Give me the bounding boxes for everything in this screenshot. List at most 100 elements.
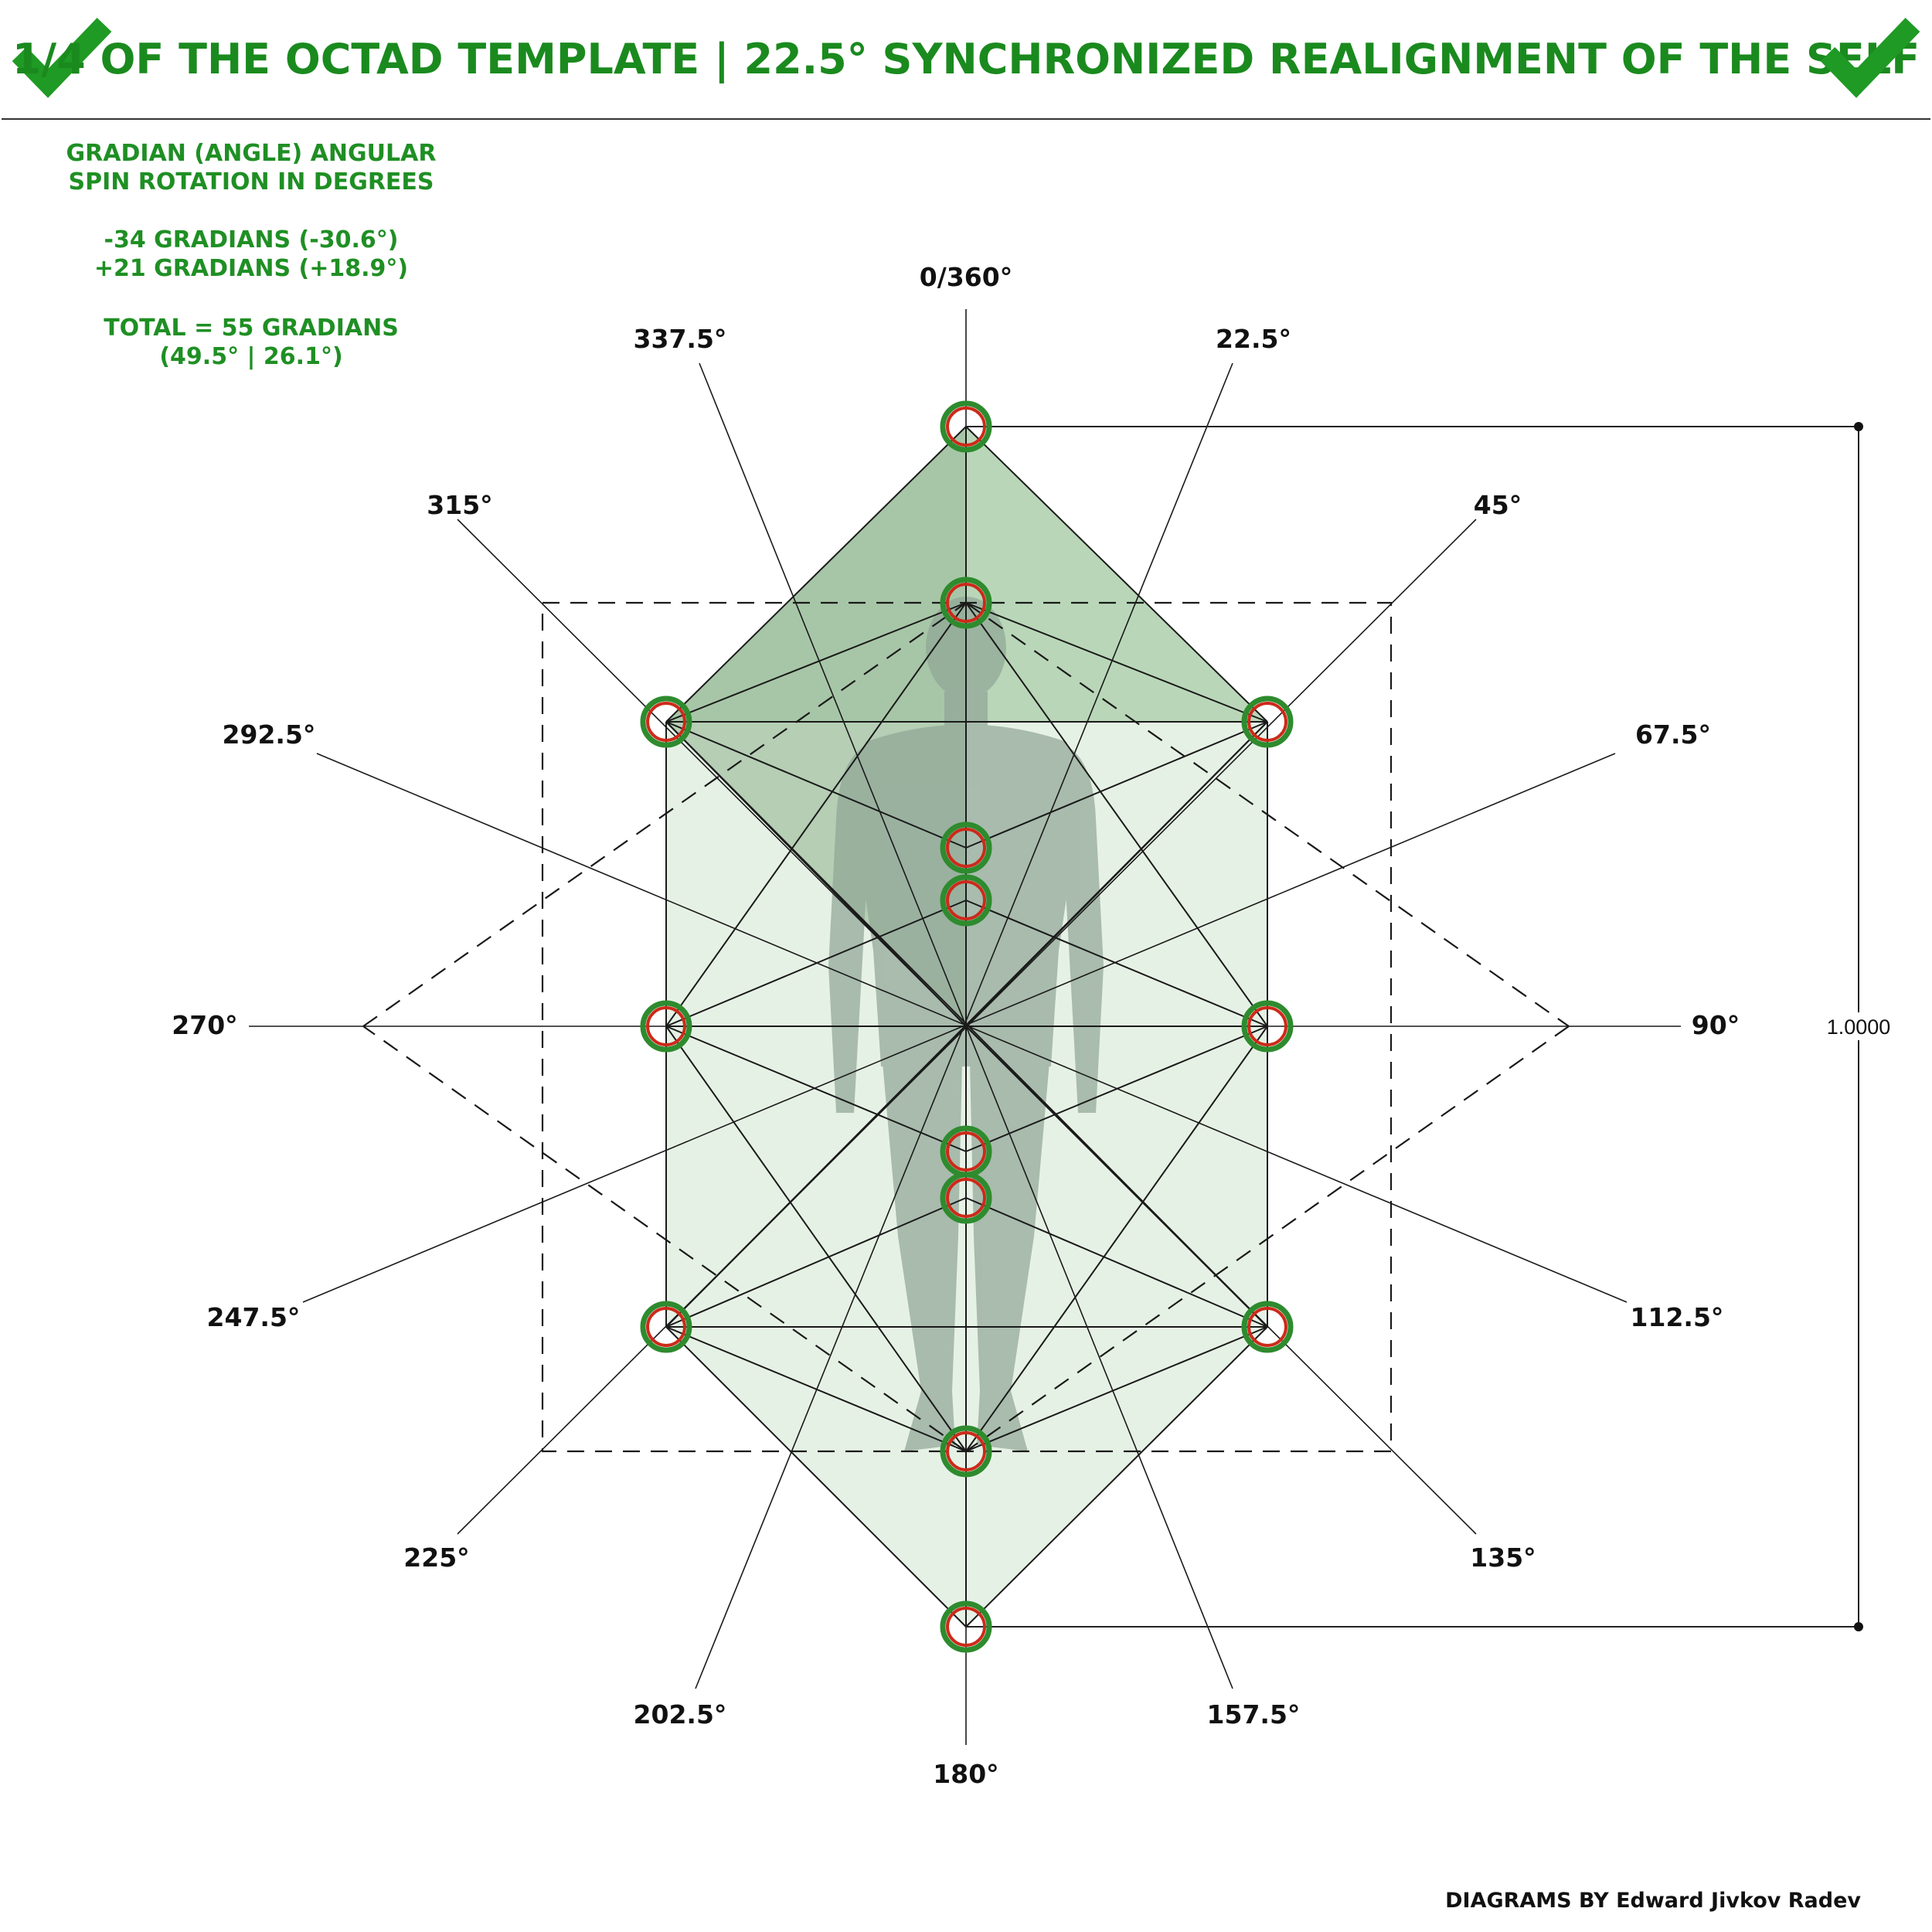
node-marker bbox=[940, 1425, 992, 1478]
node-markers bbox=[640, 400, 1294, 1653]
node-marker bbox=[640, 1000, 692, 1053]
angle-label-225: 225° bbox=[403, 1543, 469, 1573]
info-line: (49.5° | 26.1°) bbox=[159, 343, 342, 370]
construction-line bbox=[965, 900, 1268, 1027]
node-ring-inner bbox=[946, 880, 986, 920]
node-ring-inner bbox=[946, 828, 986, 868]
node-ring-outer bbox=[940, 1425, 992, 1478]
info-line: TOTAL = 55 GRADIANS bbox=[104, 315, 399, 342]
node-ring-inner bbox=[946, 1607, 986, 1647]
construction-line bbox=[665, 1326, 967, 1628]
dimension-dot bbox=[1854, 1622, 1863, 1631]
info-line: +21 GRADIANS (+18.9°) bbox=[94, 255, 408, 282]
node-ring-outer bbox=[640, 1301, 692, 1353]
angle-label-90: 90° bbox=[1692, 1010, 1740, 1040]
construction-line bbox=[665, 1326, 967, 1452]
construction-line bbox=[965, 1197, 1268, 1328]
construction-line bbox=[665, 721, 967, 849]
construction-line bbox=[665, 1026, 967, 1152]
node-ring-outer bbox=[940, 1172, 992, 1224]
construction-line bbox=[665, 602, 967, 723]
angle-label-202-5: 202.5° bbox=[634, 1699, 727, 1730]
node-marker bbox=[940, 874, 992, 927]
angle-ray bbox=[302, 753, 1616, 1303]
node-ring-inner bbox=[1247, 1006, 1287, 1046]
construction-line bbox=[665, 602, 967, 1027]
node-marker bbox=[940, 1600, 992, 1653]
node-ring-inner bbox=[646, 702, 686, 742]
angle-label-45: 45° bbox=[1474, 490, 1522, 520]
node-marker bbox=[640, 1301, 692, 1353]
construction-line bbox=[965, 1326, 1268, 1628]
node-ring-inner bbox=[646, 1006, 686, 1046]
construction-line bbox=[665, 1197, 967, 1328]
node-ring-inner bbox=[1247, 702, 1287, 742]
node-ring-outer bbox=[940, 1600, 992, 1653]
angle-label-337-5: 337.5° bbox=[634, 324, 727, 354]
construction-line bbox=[965, 1026, 1268, 1452]
angle-label-292-5: 292.5° bbox=[223, 719, 316, 750]
node-ring-outer bbox=[640, 696, 692, 748]
dimension-label-bg bbox=[1820, 1012, 1897, 1040]
dimension-label: 1.0000 bbox=[1827, 1015, 1891, 1039]
angle-ray bbox=[316, 753, 1628, 1303]
construction-line bbox=[965, 1326, 1268, 1452]
node-ring-outer bbox=[940, 400, 992, 453]
dimension-dot bbox=[1854, 422, 1863, 431]
node-marker bbox=[1241, 696, 1294, 748]
info-block: GRADIAN (ANGLE) ANGULAR SPIN ROTATION IN… bbox=[66, 140, 437, 370]
node-ring-outer bbox=[1241, 1301, 1294, 1353]
angle-label-157-5: 157.5° bbox=[1207, 1699, 1301, 1730]
page-title: 1/4 OF THE OCTAD TEMPLATE | 22.5° SYNCHR… bbox=[12, 35, 1920, 83]
node-marker bbox=[1241, 1301, 1294, 1353]
figure-right-arm bbox=[1063, 746, 1104, 1113]
credit-text: DIAGRAMS BY Edward Jivkov Radev bbox=[1445, 1889, 1861, 1913]
dashed-diamond-edge bbox=[362, 602, 967, 1027]
header: 1/4 OF THE OCTAD TEMPLATE | 22.5° SYNCHR… bbox=[2, 17, 1930, 120]
construction-lines bbox=[665, 426, 1268, 1628]
node-ring-inner bbox=[1247, 1307, 1287, 1347]
construction-line bbox=[965, 1026, 1268, 1152]
construction-line bbox=[965, 721, 1268, 849]
node-marker bbox=[940, 1172, 992, 1224]
angle-label-112-5: 112.5° bbox=[1631, 1302, 1724, 1332]
node-ring-inner bbox=[946, 1178, 986, 1218]
angle-label-180: 180° bbox=[933, 1759, 998, 1789]
angle-label-315: 315° bbox=[427, 490, 492, 520]
node-ring-outer bbox=[640, 1000, 692, 1053]
node-ring-outer bbox=[940, 577, 992, 629]
node-ring-outer bbox=[940, 874, 992, 927]
angle-label-247-5: 247.5° bbox=[207, 1302, 301, 1332]
construction-line bbox=[665, 426, 967, 723]
angle-label-22-5: 22.5° bbox=[1216, 324, 1291, 354]
dimension-guide: 1.0000 bbox=[966, 422, 1897, 1631]
node-ring-inner bbox=[946, 1131, 986, 1172]
angle-label-135: 135° bbox=[1470, 1543, 1536, 1573]
node-marker bbox=[940, 400, 992, 453]
node-ring-inner bbox=[646, 1307, 686, 1347]
node-marker bbox=[1241, 1000, 1294, 1053]
info-line: -34 GRADIANS (-30.6°) bbox=[104, 226, 399, 253]
node-marker bbox=[940, 821, 992, 874]
node-marker bbox=[640, 696, 692, 748]
construction-line bbox=[965, 602, 1268, 723]
info-line: GRADIAN (ANGLE) ANGULAR bbox=[66, 140, 437, 167]
construction-line bbox=[965, 426, 1268, 723]
node-ring-outer bbox=[1241, 1000, 1294, 1053]
dashed-diamond-edge bbox=[362, 1026, 967, 1452]
angle-label-0: 0/360° bbox=[920, 262, 1012, 292]
figure-left-arm bbox=[828, 746, 869, 1113]
construction-line bbox=[665, 1026, 967, 1452]
angle-labels: 0/360° 22.5° 45° 67.5° 90° 112.5° 135° 1… bbox=[172, 262, 1740, 1789]
node-ring-inner bbox=[946, 1431, 986, 1471]
construction-line bbox=[665, 900, 967, 1027]
node-ring-outer bbox=[940, 821, 992, 874]
angle-label-270: 270° bbox=[172, 1010, 237, 1040]
checkmark-icon bbox=[12, 17, 112, 98]
checkmark-icon bbox=[1820, 17, 1920, 98]
node-ring-inner bbox=[946, 583, 986, 623]
info-line: SPIN ROTATION IN DEGREES bbox=[68, 168, 434, 196]
node-ring-inner bbox=[946, 406, 986, 447]
construction-line bbox=[965, 602, 1268, 1027]
